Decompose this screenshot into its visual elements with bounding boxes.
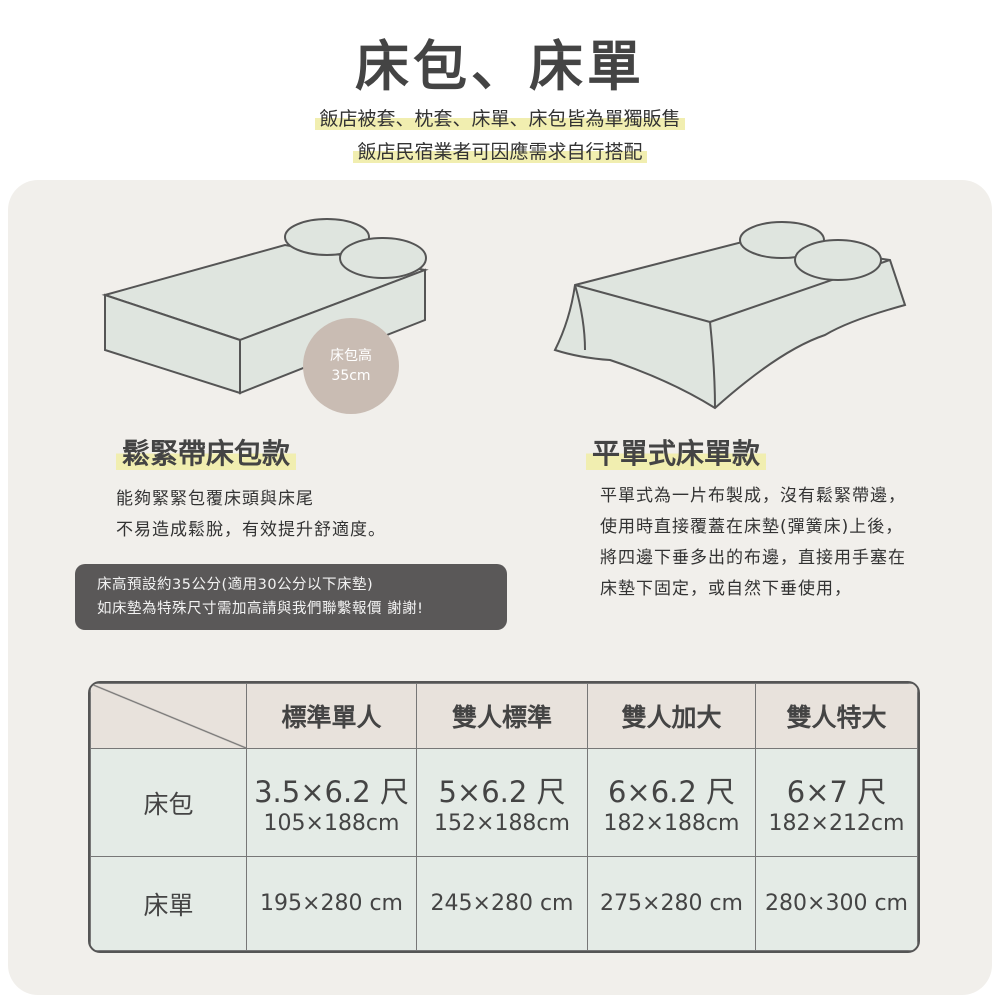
fitted-description: 能夠緊緊包覆床頭與床尾 不易造成鬆脫，有效提升舒適度。	[116, 489, 386, 540]
table-row: 床單 195×280 cm 245×280 cm 275×280 cm 280×…	[90, 856, 918, 951]
size-cell: 5×6.2 尺 152×188cm	[416, 748, 588, 857]
fitted-heading: 鬆緊帶床包款	[116, 432, 297, 472]
subtitle-line: 飯店民宿業者可因應需求自行搭配	[0, 137, 1000, 164]
corner-cell	[90, 683, 247, 749]
size-table: 標準單人 雙人標準 雙人加大 雙人特大 床包 3.5×6.2 尺 105×188c…	[88, 681, 920, 953]
col-header: 雙人標準	[416, 683, 588, 749]
col-header: 雙人加大	[587, 683, 756, 749]
subtitle-line: 飯店被套、枕套、床單、床包皆為單獨販售	[0, 104, 1000, 131]
row-label: 床單	[90, 856, 247, 951]
size-cell: 280×300 cm	[755, 856, 918, 951]
size-cell: 3.5×6.2 尺 105×188cm	[246, 748, 417, 857]
col-header: 標準單人	[246, 683, 417, 749]
bed-height-badge: 床包高 35cm	[303, 318, 399, 414]
fitted-sheet-illustration	[101, 218, 429, 395]
flat-sheet-illustration	[553, 221, 907, 410]
size-cell: 6×7 尺 182×212cm	[755, 748, 918, 857]
col-header: 雙人特大	[755, 683, 918, 749]
size-cell: 195×280 cm	[246, 856, 417, 951]
bed-height-note: 床高預設約35公分(適用30公分以下床墊) 如床墊為特殊尺寸需加高請與我們聯繫報價…	[75, 564, 507, 630]
size-cell: 6×6.2 尺 182×188cm	[587, 748, 756, 857]
table-row: 床包 3.5×6.2 尺 105×188cm 5×6.2 尺 152×188cm 6…	[90, 748, 918, 857]
row-label: 床包	[90, 748, 247, 857]
flat-heading: 平單式床單款	[586, 432, 767, 472]
page-title: 床包、床單	[355, 35, 645, 98]
flat-description: 平單式為一片布製成，沒有鬆緊帶邊， 使用時直接覆蓋在床墊(彈簧床)上後， 將四邊下垂…	[600, 486, 906, 599]
size-cell: 275×280 cm	[587, 856, 756, 951]
size-cell: 245×280 cm	[416, 856, 588, 951]
